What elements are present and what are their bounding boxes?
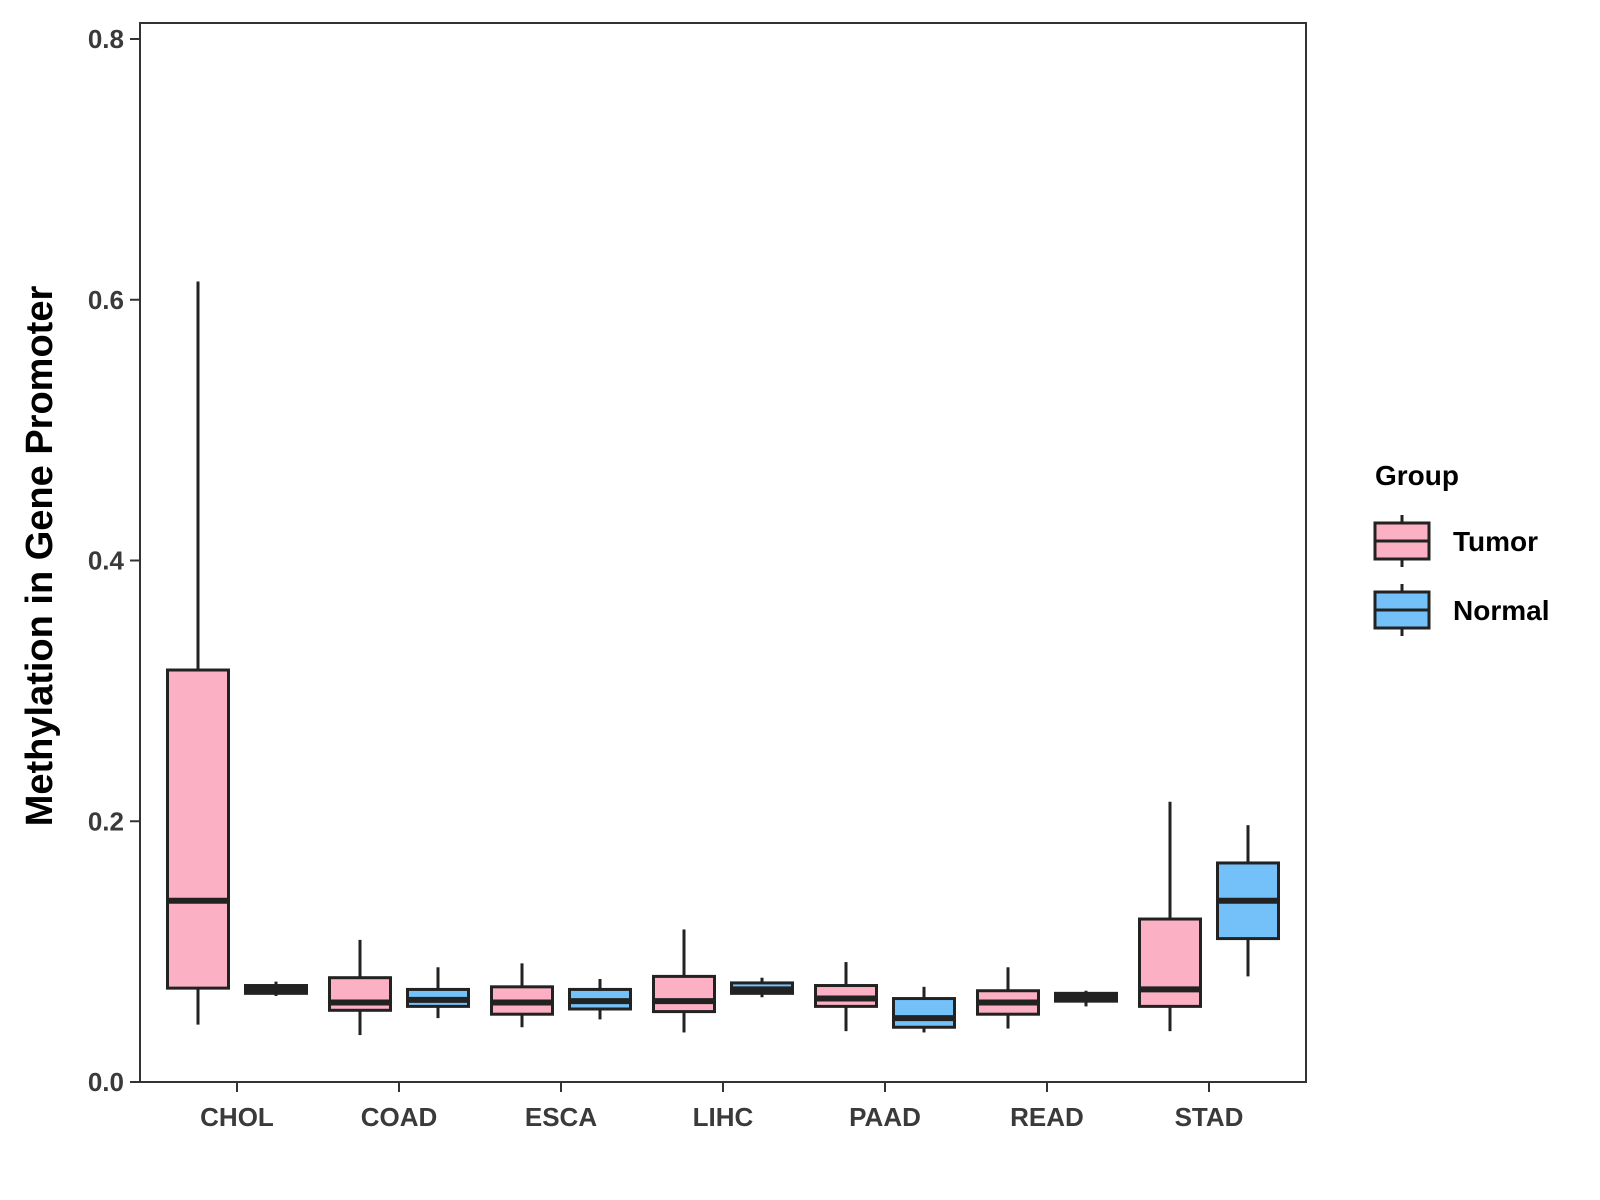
legend-entry-normal: Normal [1373,584,1549,636]
panel-border [139,22,1307,1083]
x-tick-label: CHOL [200,1102,274,1132]
boxplot-normal-esca [568,979,632,1020]
boxplot-tumor-lihc [652,929,716,1033]
x-tick-label: STAD [1175,1102,1244,1132]
boxplot-tumor-stad [1138,801,1202,1032]
boxplot-normal-coad [406,967,470,1019]
boxplot-normal-lihc [730,977,794,998]
x-tick-label: LIHC [693,1102,754,1132]
boxplot-normal-paad [892,986,956,1033]
boxplot-tumor-chol [166,281,230,1025]
y-tick-label: 0.8 [88,24,124,54]
boxplot-tumor-coad [328,939,392,1036]
box-body [652,974,716,1014]
x-tick-label: ESCA [525,1102,597,1132]
legend-label: Tumor [1453,526,1538,557]
y-axis-title: Methylation in Gene Promoter [19,286,61,827]
legend-label: Normal [1453,595,1549,626]
plot-area [166,281,1280,1036]
boxplot-normal-chol [244,981,308,996]
boxplot-normal-stad [1216,825,1280,977]
box-body [892,997,956,1029]
box-body [166,668,230,990]
x-tick-label: COAD [361,1102,438,1132]
y-tick-label: 0.2 [88,806,124,836]
x-tick-label: PAAD [849,1102,921,1132]
boxplot-tumor-esca [490,963,554,1028]
y-tick-label: 0.6 [88,285,124,315]
y-tick-label: 0.4 [88,546,125,576]
x-tick-label: READ [1010,1102,1084,1132]
y-tick-label: 0.0 [88,1067,124,1097]
legend: Group Tumor Normal [1373,460,1549,636]
box-body [1138,917,1202,1008]
legend-title: Group [1375,460,1459,491]
axes: 0.0 0.2 0.4 0.6 0.8 CHOL COAD ESCA LIHC PAAD READ S… [88,22,1307,1132]
boxplot-tumor-paad [814,962,878,1032]
boxplot-normal-read [1054,990,1118,1007]
boxplot-tumor-read [976,967,1040,1029]
legend-entry-tumor: Tumor [1373,515,1538,567]
